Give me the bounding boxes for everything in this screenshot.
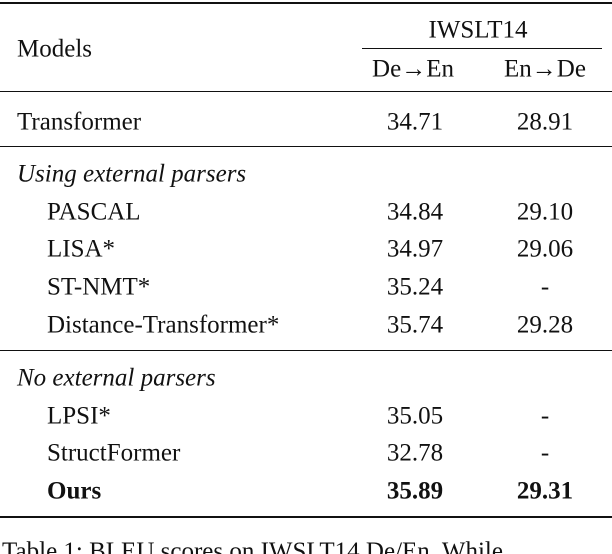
row-en-de: - <box>540 439 550 467</box>
group-rule <box>0 350 612 351</box>
row-en-de: 28.91 <box>516 108 574 136</box>
dataset-underline <box>362 48 602 49</box>
row-name-ours: Ours <box>47 477 102 505</box>
table-caption: Table 1: BLEU scores on IWSLT14 De/En. W… <box>2 538 503 554</box>
header-dataset: IWSLT14 <box>428 16 528 44</box>
bottom-rule <box>0 516 612 518</box>
header-rule <box>0 91 612 92</box>
row-de-en: 34.71 <box>386 108 444 136</box>
row-de-en: 34.97 <box>386 235 444 263</box>
row-de-en: 34.84 <box>386 198 444 226</box>
row-name: LISA* <box>47 235 116 263</box>
row-de-en: 35.74 <box>386 311 444 339</box>
header-de-en: De→En <box>372 55 454 83</box>
row-en-de: - <box>540 402 550 430</box>
row-name: Distance-Transformer* <box>47 311 280 339</box>
top-rule <box>0 2 612 4</box>
header-en-de: En→De <box>504 55 586 83</box>
row-en-de: 29.28 <box>516 311 574 339</box>
group-title: No external parsers <box>17 364 216 392</box>
group-rule <box>0 146 612 147</box>
row-en-de-ours: 29.31 <box>516 477 574 505</box>
row-en-de: 29.06 <box>516 235 574 263</box>
row-en-de: 29.10 <box>516 198 574 226</box>
row-de-en: 35.24 <box>386 273 444 301</box>
row-de-en: 32.78 <box>386 439 444 467</box>
row-de-en-ours: 35.89 <box>386 477 444 505</box>
group-title: Using external parsers <box>17 160 247 188</box>
header-models: Models <box>17 35 92 63</box>
row-name: LPSI* <box>47 402 111 430</box>
row-name: PASCAL <box>47 198 141 226</box>
row-en-de: - <box>540 273 550 301</box>
row-name: Transformer <box>17 108 142 136</box>
row-de-en: 35.05 <box>386 402 444 430</box>
row-name: StructFormer <box>47 439 181 467</box>
row-name: ST-NMT* <box>47 273 151 301</box>
